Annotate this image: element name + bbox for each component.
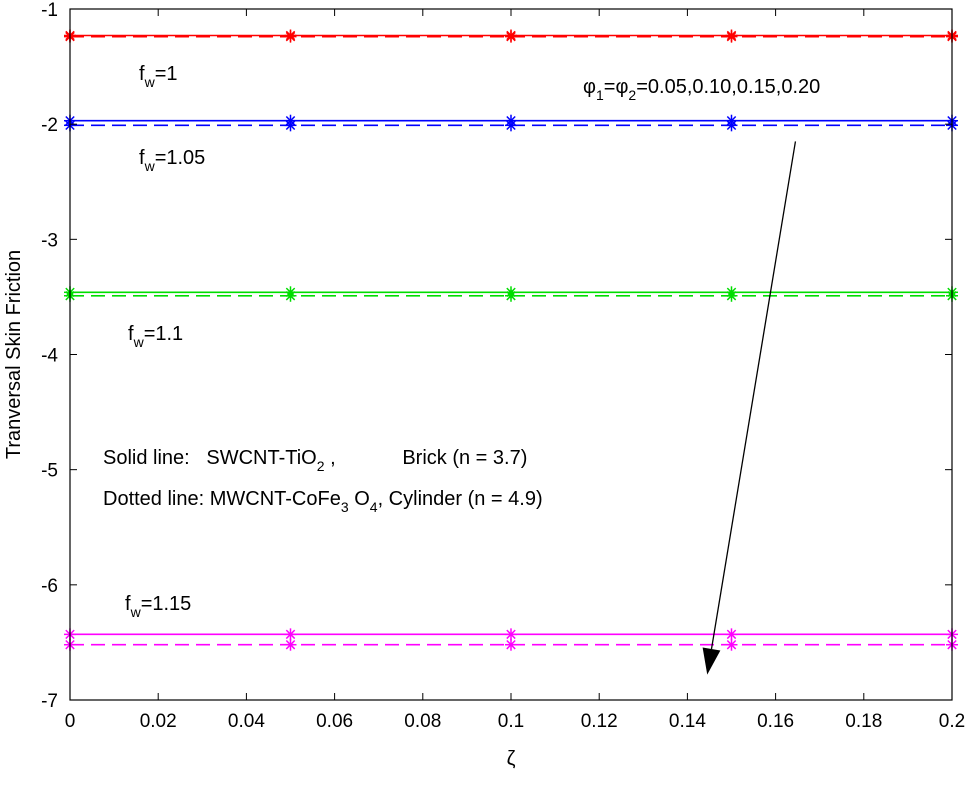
y-tick-label: -2 (41, 115, 58, 136)
x-tick-label: 0.1 (498, 711, 524, 732)
y-tick-label: -5 (41, 461, 58, 482)
legend-solid-line: Solid line: SWCNT-TiO2 , Brick (n = 3.7) (103, 447, 527, 474)
x-tick-label: 0.16 (757, 711, 794, 732)
x-tick-label: 0.06 (316, 711, 353, 732)
x-tick-label: 0.02 (140, 711, 177, 732)
series-marker (505, 289, 517, 302)
plot-frame (69, 8, 953, 701)
series-marker (725, 628, 738, 641)
annotation-fw-1-1: fw=1.1 (128, 323, 183, 350)
series-marker (284, 119, 297, 132)
series-layer (64, 29, 958, 651)
ticks-layer: 0 0.02 0.04 0.06 0.08 0.1 0.12 0.14 0.16 0.18 0.2 -… (41, 0, 965, 732)
y-axis-title: Tranversal Skin Friction (3, 250, 25, 459)
annotation-arrow-head (702, 647, 721, 675)
annotation-phi: φ1=φ2=0.05,0.10,0.15,0.20 (583, 76, 820, 103)
annotation-fw-1: fw=1 (139, 63, 178, 90)
y-tick-label: -7 (41, 691, 58, 712)
legend-dotted-line: Dotted line: MWCNT-CoFe3 O4, Cylinder (n… (103, 488, 543, 515)
annotation-fw-1-05: fw=1.05 (139, 147, 205, 174)
y-tick-label: -3 (41, 230, 58, 251)
series-marker (505, 628, 517, 641)
series-marker (284, 638, 297, 651)
series-marker (725, 638, 738, 651)
annotation-arrow (710, 141, 797, 650)
series-marker (505, 119, 517, 132)
x-tick-label: 0.18 (845, 711, 882, 732)
series-marker (505, 638, 517, 651)
y-tick-label: -1 (41, 0, 58, 21)
series-marker (725, 119, 738, 132)
series-marker (505, 30, 517, 43)
series-marker (284, 30, 297, 43)
series-marker (725, 289, 738, 302)
annotation-fw-1-15: fw=1.15 (125, 593, 191, 620)
x-tick-label: 0 (65, 711, 76, 732)
y-tick-label: -4 (41, 346, 58, 367)
x-tick-label: 0.12 (581, 711, 618, 732)
x-tick-label: 0.08 (404, 711, 441, 732)
series-marker (284, 628, 297, 641)
x-tick-label: 0.04 (228, 711, 265, 732)
series-marker (284, 289, 297, 302)
x-axis-title: ζ (507, 748, 516, 770)
x-tick-label: 0.14 (669, 711, 706, 732)
series-marker (725, 30, 738, 43)
x-tick-label: 0.2 (939, 711, 965, 732)
y-tick-label: -6 (41, 576, 58, 597)
